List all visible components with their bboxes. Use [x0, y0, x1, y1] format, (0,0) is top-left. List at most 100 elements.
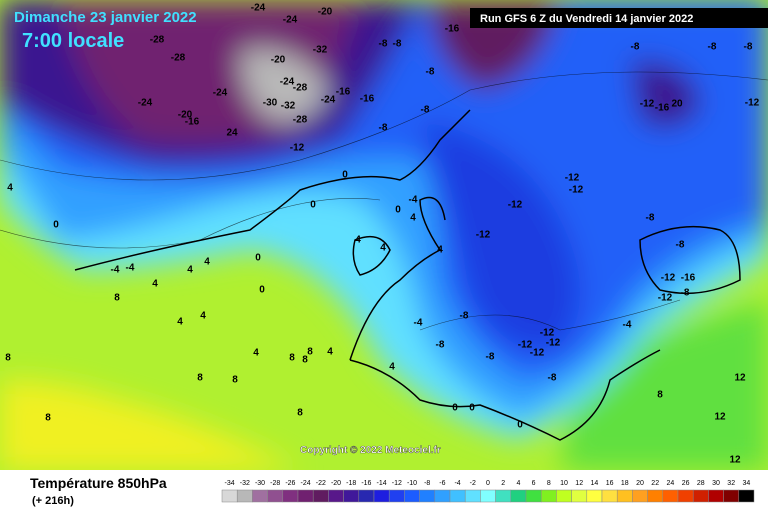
isotherms [0, 71, 768, 331]
contour-label: -8 [436, 340, 445, 351]
colorbar-swatch [388, 489, 405, 503]
contour-label: -8 [744, 42, 753, 53]
contour-label: -8 [708, 42, 717, 53]
colorbar-label: -34 [225, 480, 235, 487]
colorbar-swatch [328, 489, 344, 503]
contour-label: -28 [150, 35, 165, 46]
colorbar-label: 34 [743, 480, 751, 487]
contour-label: 20 [671, 99, 683, 110]
colorbar-label: -6 [439, 480, 445, 487]
colorbar-swatch [586, 489, 603, 503]
colorbar-label: 8 [547, 480, 551, 487]
contour-label: -8 [681, 288, 690, 299]
colorbar-swatch [601, 489, 618, 503]
contour-label: -12 [745, 98, 760, 109]
contour-label: 0 [310, 200, 316, 211]
colorbar-swatch [267, 489, 284, 503]
colorbar-label: -24 [301, 480, 311, 487]
colorbar-swatch [434, 489, 451, 503]
contour-label: 0 [395, 205, 401, 216]
colorbar-label: -2 [470, 480, 476, 487]
colorbar-label: -18 [346, 480, 356, 487]
contour-label: -12 [658, 293, 673, 304]
colorbar-swatch [312, 489, 329, 503]
contour-label: 0 [259, 285, 265, 296]
contour-label: 4 [152, 279, 158, 290]
colorbar-label: -28 [270, 480, 280, 487]
contour-label: -24 [321, 95, 336, 106]
contour-label: -28 [293, 115, 308, 126]
contour-label: -24 [251, 3, 266, 14]
colorbar-swatch [297, 489, 314, 503]
contour-label: -12 [476, 230, 491, 241]
date: Dimanche 23 janvier 2022 [14, 9, 197, 26]
contour-label: 12 [734, 373, 746, 384]
contour-label: 4 [200, 311, 206, 322]
colorbar-swatch [677, 489, 694, 503]
contour-label: -12 [640, 99, 655, 110]
colorbar-swatch [419, 489, 436, 503]
colorbar-label: -4 [454, 480, 460, 487]
contour-label: -4 [414, 318, 423, 329]
run: Run GFS 6 Z du Vendredi 14 janvier 2022 [480, 13, 693, 25]
colorbar-swatch [404, 489, 420, 503]
coastlines [74, 109, 741, 441]
colorbar: -34 -32 -30 -28 -26 -24 -22 -20 -18 -16 -14 -12 -10-… [221, 480, 755, 503]
contour-label: -12 [530, 348, 545, 359]
colorbar-swatch [632, 489, 648, 503]
contour-label: 8 [307, 347, 313, 358]
colorbar-label: 2 [501, 480, 505, 487]
contour-label: 8 [297, 408, 303, 419]
colorbar-swatch [692, 489, 709, 503]
contour-label: 4 [437, 245, 443, 256]
colorbar-label: 0 [486, 480, 490, 487]
contour-label: -8 [676, 240, 685, 251]
contour-label: 0 [53, 220, 59, 231]
colorbar-label: 24 [667, 480, 675, 487]
colorbar-label: -16 [361, 480, 371, 487]
contour-label: 4 [380, 243, 386, 254]
colorbar-label: 20 [636, 480, 644, 487]
colorbar-label: -26 [285, 480, 295, 487]
contour-label: 8 [114, 293, 120, 304]
contour-label: -12 [661, 273, 676, 284]
footer-title: Température 850hPa [30, 475, 167, 491]
contour-label: -24 [283, 15, 298, 26]
contour-label: -32 [281, 101, 296, 112]
contour-label: 4 [177, 317, 183, 328]
colorbar-swatch [464, 489, 481, 503]
colorbar-label: -8 [424, 480, 430, 487]
contour-label: 4 [187, 265, 193, 276]
contour-label: -12 [508, 200, 523, 211]
contour-label: -20 [271, 55, 286, 66]
contour-label: -8 [421, 105, 430, 116]
contour-label: -24 [280, 77, 295, 88]
contour-label: -12 [518, 340, 533, 351]
contour-label: -16 [185, 117, 200, 128]
colorbar-swatch [738, 489, 755, 503]
contour-label: -20 [178, 110, 193, 121]
colorbar-swatch [647, 489, 664, 503]
colorbar-label: 10 [560, 480, 568, 487]
contour-label: 4 [7, 183, 13, 194]
contour-label: 8 [232, 375, 238, 386]
contour-label: 4 [389, 362, 395, 373]
run-box [470, 8, 768, 28]
contour-label: 12 [729, 455, 741, 466]
colorbar-label: 18 [621, 480, 629, 487]
contour-label: -4 [126, 263, 135, 274]
contour-label: -8 [379, 123, 388, 134]
contour-label: -24 [138, 98, 153, 109]
colorbar-label: 6 [532, 480, 536, 487]
colorbar-swatch [556, 489, 572, 503]
colorbar-label: 14 [591, 480, 599, 487]
contour-label: 4 [253, 348, 259, 359]
time: 7:00 locale [22, 30, 124, 52]
colorbar-swatch [449, 489, 466, 503]
contour-label: -8 [393, 39, 402, 50]
colorbar-label: -20 [331, 480, 341, 487]
contour-label: 8 [657, 390, 663, 401]
colorbar-swatch [343, 489, 360, 503]
